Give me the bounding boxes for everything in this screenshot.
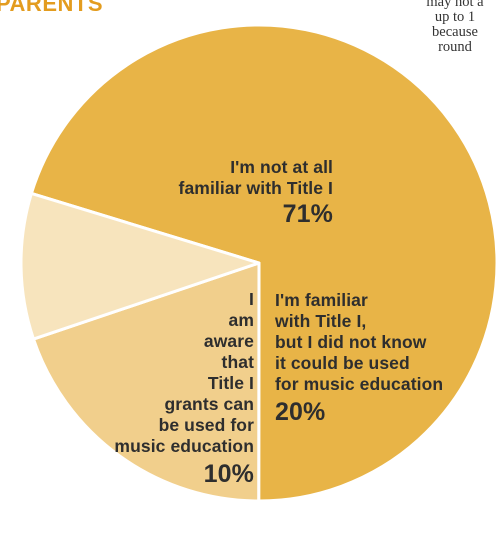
- chart-title: PARENTS: [0, 0, 103, 16]
- slice-label-line: aware: [203, 331, 254, 351]
- slice-label-aware: I am aware that Title I grants can be us…: [114, 289, 254, 489]
- slice-label-line: be used for: [158, 415, 254, 435]
- pie-slice-not-familiar: [29, 23, 499, 503]
- slice-label-not-familiar: I'm not at all familiar with Title I 71%: [179, 157, 333, 229]
- slice-label-line: Title I: [207, 373, 254, 393]
- slice-label-line: music education: [114, 436, 254, 456]
- slice-label-line: with Title I,: [275, 311, 367, 331]
- slice-value-label: 10%: [203, 460, 254, 488]
- rounding-note-line: round: [438, 39, 472, 55]
- pie-slices: [19, 23, 499, 503]
- slice-label-line: but I did not know: [275, 332, 427, 352]
- rounding-note-line: up to 1: [434, 9, 476, 25]
- pie-slice-aware: [19, 191, 261, 341]
- slice-value-label: 71%: [282, 200, 333, 228]
- slice-label-line: grants can: [164, 394, 254, 414]
- slice-label-line: I: [249, 289, 254, 309]
- rounding-note-line: may not a: [426, 0, 484, 10]
- slice-label-line: that: [221, 352, 254, 372]
- slice-label-familiar-not-music: I'm familiar with Title I, but I did not…: [275, 290, 443, 427]
- pie-slice-familiar-not-music: [31, 261, 261, 503]
- slice-label-line: for music education: [275, 374, 444, 394]
- slice-label-line: it could be used: [275, 353, 410, 373]
- slice-label-line: familiar with Title I: [178, 178, 333, 198]
- rounding-note: may not a up to 1 because round: [395, 0, 503, 55]
- rounding-note-line: because: [432, 24, 478, 40]
- slice-label-line: I'm not at all: [230, 157, 333, 177]
- slice-label-line: I'm familiar: [275, 290, 368, 310]
- slice-label-line: am: [228, 310, 254, 330]
- slice-value-label: 20%: [275, 398, 326, 426]
